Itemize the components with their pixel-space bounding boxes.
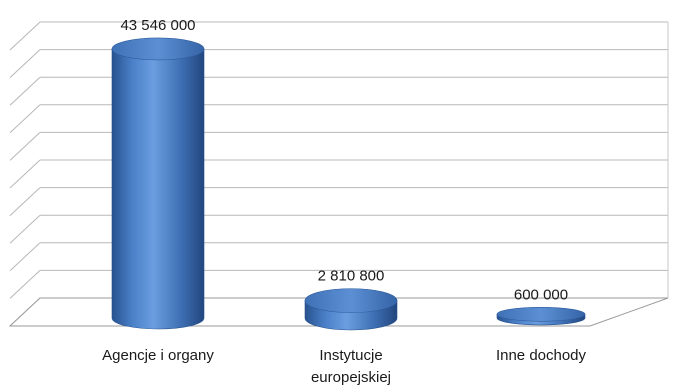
category-label: Agencje i organy xyxy=(102,347,214,364)
gridline xyxy=(9,242,668,272)
gridline xyxy=(9,76,668,106)
data-label: 2 810 800 xyxy=(318,268,385,285)
gridline xyxy=(9,49,668,78)
bar-top xyxy=(496,306,586,322)
bar-top xyxy=(111,37,205,61)
bar xyxy=(111,37,205,330)
gridline xyxy=(9,21,668,51)
gridline xyxy=(9,131,668,161)
gridline xyxy=(9,214,668,244)
category-labels: Agencje i organy Instytucje europejskiej In… xyxy=(102,347,586,386)
gridline xyxy=(9,187,668,216)
bar xyxy=(496,306,586,326)
data-label: 43 546 000 xyxy=(120,17,195,34)
bar-top xyxy=(304,288,398,313)
category-label: Inne dochody xyxy=(496,347,587,364)
data-labels: 43 546 000 2 810 800 600 000 xyxy=(120,17,568,303)
bars xyxy=(111,37,586,331)
data-label: 600 000 xyxy=(514,286,568,303)
category-label: Instytucje europejskiej xyxy=(311,347,391,386)
bar xyxy=(304,288,398,331)
gridline xyxy=(9,159,668,189)
gridline xyxy=(9,104,668,134)
